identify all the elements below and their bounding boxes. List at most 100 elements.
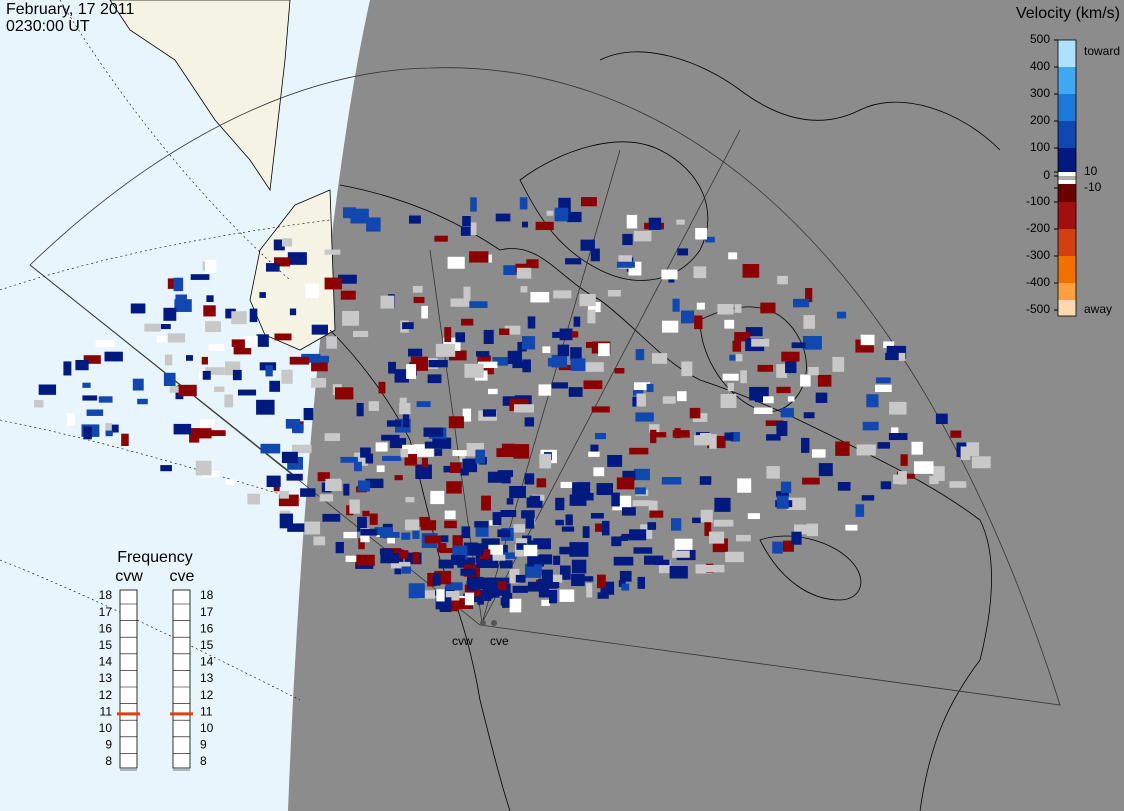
echo-cell	[214, 386, 225, 392]
echo-cell	[461, 318, 474, 326]
echo-cell	[559, 328, 573, 341]
echo-cell	[481, 495, 491, 511]
echo-cell	[404, 454, 418, 466]
echo-cell	[785, 360, 797, 374]
echo-cell	[225, 308, 236, 319]
echo-cell	[735, 354, 743, 362]
echo-cell	[121, 433, 129, 447]
echo-cell	[105, 423, 112, 435]
echo-cell	[177, 384, 197, 397]
echo-cell	[632, 500, 652, 507]
echo-cell	[591, 406, 610, 413]
echo-cell	[496, 552, 517, 559]
echo-cell	[475, 449, 485, 464]
echo-cell	[763, 396, 774, 404]
echo-cell	[401, 532, 411, 540]
echo-cell	[832, 356, 845, 372]
echo-cell	[541, 569, 553, 584]
echo-cell	[434, 235, 448, 242]
frequency-tick-label: 13	[99, 671, 113, 685]
echo-cell	[480, 577, 497, 589]
echo-cell	[753, 407, 773, 414]
frequency-tick-label: 16	[200, 621, 214, 635]
echo-cell	[747, 513, 760, 520]
echo-cell	[888, 433, 908, 441]
echo-cell	[492, 357, 508, 366]
echo-cell	[713, 519, 734, 527]
echo-cell	[450, 462, 462, 473]
echo-cell	[256, 334, 269, 347]
echo-cell	[742, 264, 760, 278]
echo-cell	[557, 344, 570, 357]
echo-cell	[238, 389, 257, 396]
echo-cell	[440, 535, 449, 543]
echo-cell	[167, 278, 178, 289]
echo-cell	[524, 417, 535, 427]
echo-cell	[292, 444, 312, 454]
echo-cell	[607, 455, 623, 467]
echo-cell	[633, 547, 653, 554]
echo-cell	[405, 519, 420, 531]
echo-cell	[573, 316, 581, 327]
frequency-tick-label: 9	[200, 738, 207, 752]
echo-cell	[787, 396, 795, 402]
echo-cell	[629, 447, 649, 455]
echo-cell	[357, 516, 367, 532]
echo-cell	[593, 467, 605, 477]
echo-cell	[720, 394, 737, 409]
echo-cell	[861, 495, 875, 501]
echo-cell	[497, 470, 514, 477]
echo-cell	[636, 393, 646, 407]
echo-cell	[539, 453, 552, 469]
echo-cell	[676, 219, 685, 225]
frequency-tick-label: 12	[99, 688, 113, 702]
echo-cell	[622, 233, 633, 246]
echo-cell	[273, 239, 285, 251]
echo-cell	[571, 559, 587, 574]
colorbar-tick-label: 0	[1043, 168, 1050, 182]
echo-cell	[808, 367, 819, 376]
echo-cell	[317, 472, 330, 482]
echo-cell	[587, 309, 596, 324]
frequency-tick-label: 10	[99, 721, 113, 735]
echo-cell	[256, 399, 275, 415]
echo-cell	[541, 599, 550, 607]
echo-cell	[509, 598, 522, 613]
echo-cell	[709, 531, 725, 544]
echo-cell	[438, 559, 454, 569]
echo-cell	[694, 435, 710, 446]
echo-cell	[434, 449, 443, 456]
echo-cell	[144, 323, 161, 332]
echo-cell	[160, 465, 172, 472]
echo-cell	[727, 383, 734, 392]
echo-cell	[552, 332, 566, 338]
echo-cell	[515, 574, 526, 583]
echo-cell	[324, 249, 341, 255]
echo-cell	[289, 308, 297, 316]
echo-cell	[82, 382, 91, 388]
echo-cell	[637, 576, 646, 589]
echo-cell	[447, 256, 465, 269]
echo-cell	[950, 430, 962, 438]
echo-cell	[462, 458, 478, 473]
echo-cell	[634, 487, 646, 495]
echo-cell	[520, 286, 528, 293]
echo-cell	[635, 349, 645, 361]
echo-cell	[137, 398, 148, 405]
colorbar-segment	[1058, 283, 1076, 300]
echo-cell	[569, 494, 587, 506]
echo-cell	[709, 434, 717, 449]
echo-cell	[661, 269, 678, 280]
echo-cell	[621, 583, 630, 591]
colorbar-tick-label: -300	[1026, 248, 1050, 262]
echo-cell	[322, 513, 341, 522]
echo-cell	[389, 438, 407, 449]
echo-cell	[199, 369, 206, 380]
colorbar-segment	[1058, 202, 1076, 229]
echo-cell	[205, 259, 217, 273]
echo-cell	[83, 355, 101, 364]
echo-cell	[388, 361, 396, 374]
echo-cell	[596, 483, 613, 496]
echo-cell	[266, 263, 280, 272]
echo-cell	[516, 543, 527, 550]
